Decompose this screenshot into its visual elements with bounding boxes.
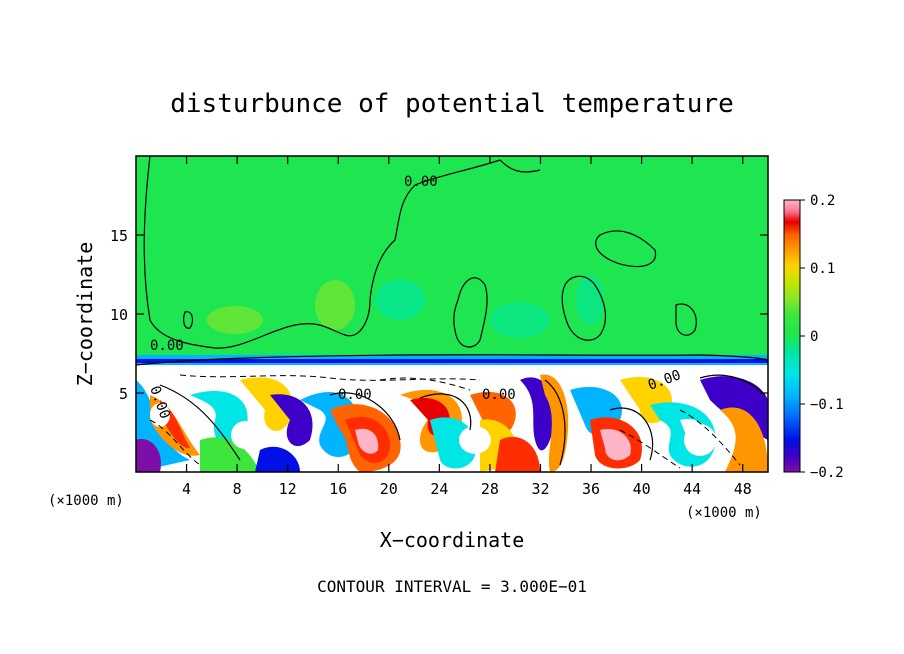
contour-label: 0.00 <box>404 174 438 190</box>
cool-patch <box>576 275 604 325</box>
x-tick-label: 24 <box>430 480 448 498</box>
chart-title: disturbunce of potential temperature <box>170 89 734 119</box>
colorbar-ticks: 0.2 0.1 0 −0.1 −0.2 <box>800 193 844 481</box>
x-tick-label: 36 <box>582 480 600 498</box>
colorbar-tick-label: 0.2 <box>810 193 835 209</box>
y-axis-label: Z−coordinate <box>73 242 97 387</box>
cool-patch <box>490 302 550 338</box>
neutral-patch <box>684 424 716 456</box>
y-tick-label: 10 <box>110 306 128 324</box>
x-tick-label: 8 <box>233 480 242 498</box>
negative-contours <box>149 374 741 469</box>
x-tick-label: 48 <box>734 480 752 498</box>
x-axis-label: X−coordinate <box>380 528 525 552</box>
x-tick-label: 28 <box>481 480 499 498</box>
contour-label: 0.00 <box>150 338 184 354</box>
x-tick-label: 40 <box>633 480 651 498</box>
x-tick-label: 32 <box>531 480 549 498</box>
colorbar <box>783 199 801 473</box>
x-tick-label: 12 <box>279 480 297 498</box>
contour-label: 0.00 <box>482 387 516 403</box>
heatmap-field: 0.00 0.00 0.00 0.00 0.00 0.00 <box>136 156 768 472</box>
cool-band-core <box>136 359 768 363</box>
contour-lines <box>136 156 768 466</box>
x-tick-label: 4 <box>182 480 191 498</box>
colorbar-tick-label: −0.2 <box>810 465 844 481</box>
y-tick-label: 15 <box>110 227 128 245</box>
x-axis: 4 8 12 16 20 24 28 32 36 40 44 48 <box>182 156 752 498</box>
contour-interval-note: CONTOUR INTERVAL = 3.000E−01 <box>317 577 587 596</box>
neutral-patch <box>231 421 259 449</box>
cool-patch <box>375 280 425 320</box>
x-tick-label: 44 <box>683 480 701 498</box>
x-tick-label: 20 <box>380 480 398 498</box>
x-unit-right: (×1000 m) <box>686 505 762 521</box>
warm-patch <box>207 306 263 334</box>
y-axis: 5 10 15 <box>110 227 768 403</box>
colorbar-tick-label: 0 <box>810 329 818 345</box>
colorbar-tick-label: 0.1 <box>810 261 835 277</box>
x-unit-left: (×1000 m) <box>48 493 124 509</box>
warm-patch <box>315 280 355 330</box>
y-tick-label: 5 <box>119 385 128 403</box>
neutral-patch <box>150 403 170 427</box>
colorbar-tick-label: −0.1 <box>810 397 844 413</box>
contour-label: 0.00 <box>338 387 372 403</box>
neutral-patch <box>459 426 491 454</box>
x-tick-label: 16 <box>329 480 347 498</box>
